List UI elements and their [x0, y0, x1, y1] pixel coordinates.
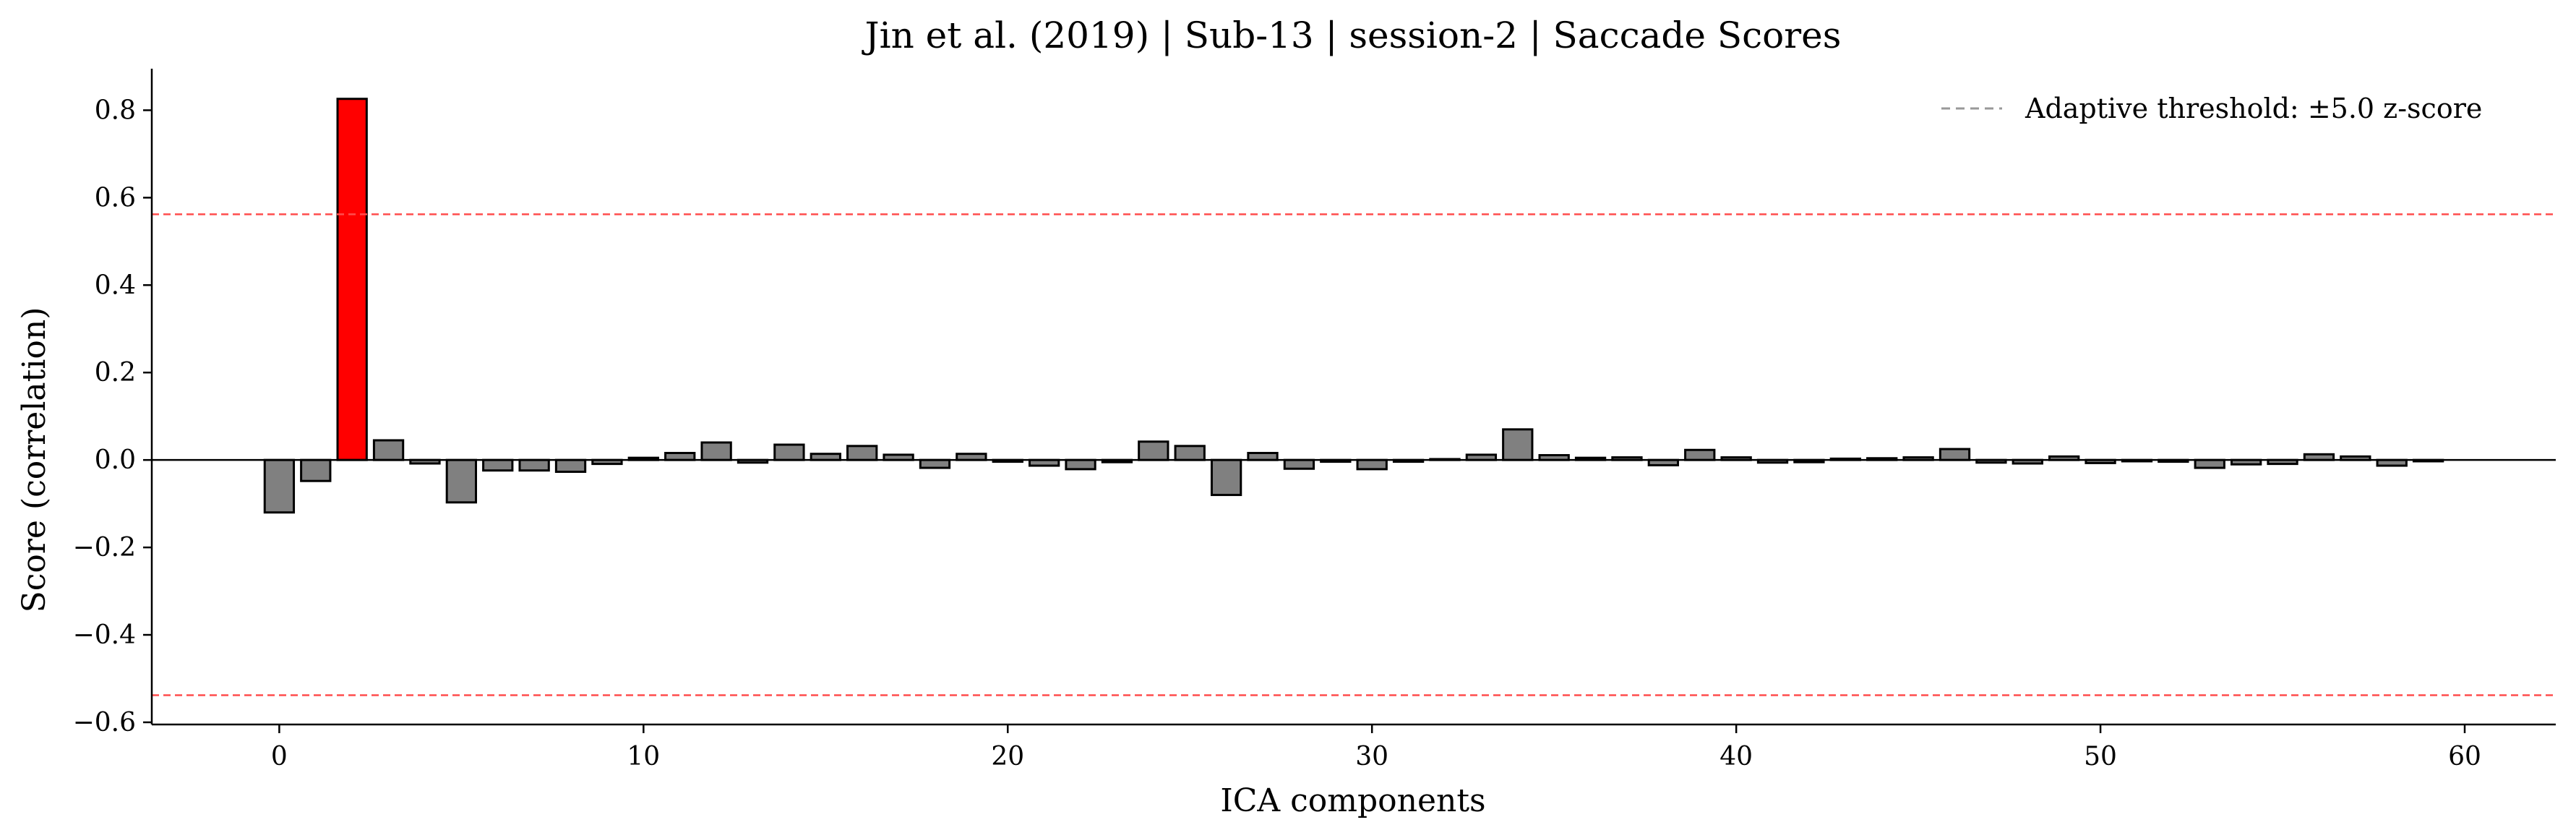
y-tick-label: −0.4: [73, 620, 136, 650]
x-tick-label: 60: [2448, 742, 2481, 771]
y-tick-label: 0.4: [95, 270, 136, 300]
bar-component: [1502, 428, 1534, 461]
y-tick-label: −0.2: [73, 533, 136, 563]
y-axis-ticks: −0.6 −0.4 −0.2 0.0 0.2 0.4 0.6 0.8: [73, 95, 152, 737]
x-tick-label: 0: [271, 742, 288, 771]
x-axis-ticks: 0 10 20 30 40 50 60: [271, 724, 2481, 771]
chart-title: Jin et al. (2019) | Sub-13 | session-2 |…: [862, 14, 1842, 56]
y-tick-label: 0.6: [95, 183, 136, 213]
bar-component: [554, 458, 587, 474]
threshold-lines: [152, 213, 2556, 696]
bar-component: [1356, 458, 1388, 471]
bar-component: [1939, 448, 1971, 461]
bar-component: [263, 458, 296, 514]
y-tick-label: 0.2: [95, 358, 136, 388]
bar-component: [2194, 458, 2225, 469]
legend-threshold-label: Adaptive threshold: ±5.0 z-score: [2025, 93, 2482, 124]
x-tick-label: 10: [627, 742, 660, 771]
bar-group: [263, 98, 2444, 514]
bar-component: [1283, 458, 1315, 470]
bar-component: [1065, 458, 1096, 471]
y-tick-label: 0.8: [95, 95, 136, 125]
bar-component: [482, 458, 514, 472]
bar-component: [846, 445, 878, 461]
y-axis-label: Score (correlation): [16, 307, 53, 613]
bar-component: [664, 452, 696, 461]
bar-component: [1138, 440, 1169, 461]
bar-component: [700, 441, 732, 461]
bar-component: [1247, 452, 1279, 461]
bar-component: [1210, 458, 1242, 497]
x-tick-label: 40: [1720, 742, 1753, 771]
bar-component: [919, 458, 951, 469]
legend: Adaptive threshold: ±5.0 z-score: [1941, 93, 2482, 124]
bar-flagged-component: [336, 98, 368, 461]
bar-component: [445, 458, 478, 504]
bar-component: [518, 458, 550, 472]
bar-component: [300, 458, 332, 482]
bar-component: [372, 439, 405, 461]
y-tick-label: −0.6: [73, 708, 136, 737]
x-axis-label: ICA components: [1220, 782, 1485, 819]
bar-component: [1174, 445, 1206, 461]
y-tick-label: 0.0: [95, 445, 136, 475]
bar-component: [773, 443, 805, 461]
x-tick-label: 30: [1355, 742, 1388, 771]
bar-component: [810, 453, 841, 461]
bar-component: [956, 453, 987, 461]
bar-component: [1684, 448, 1716, 461]
x-tick-label: 20: [991, 742, 1024, 771]
x-tick-label: 50: [2084, 742, 2117, 771]
